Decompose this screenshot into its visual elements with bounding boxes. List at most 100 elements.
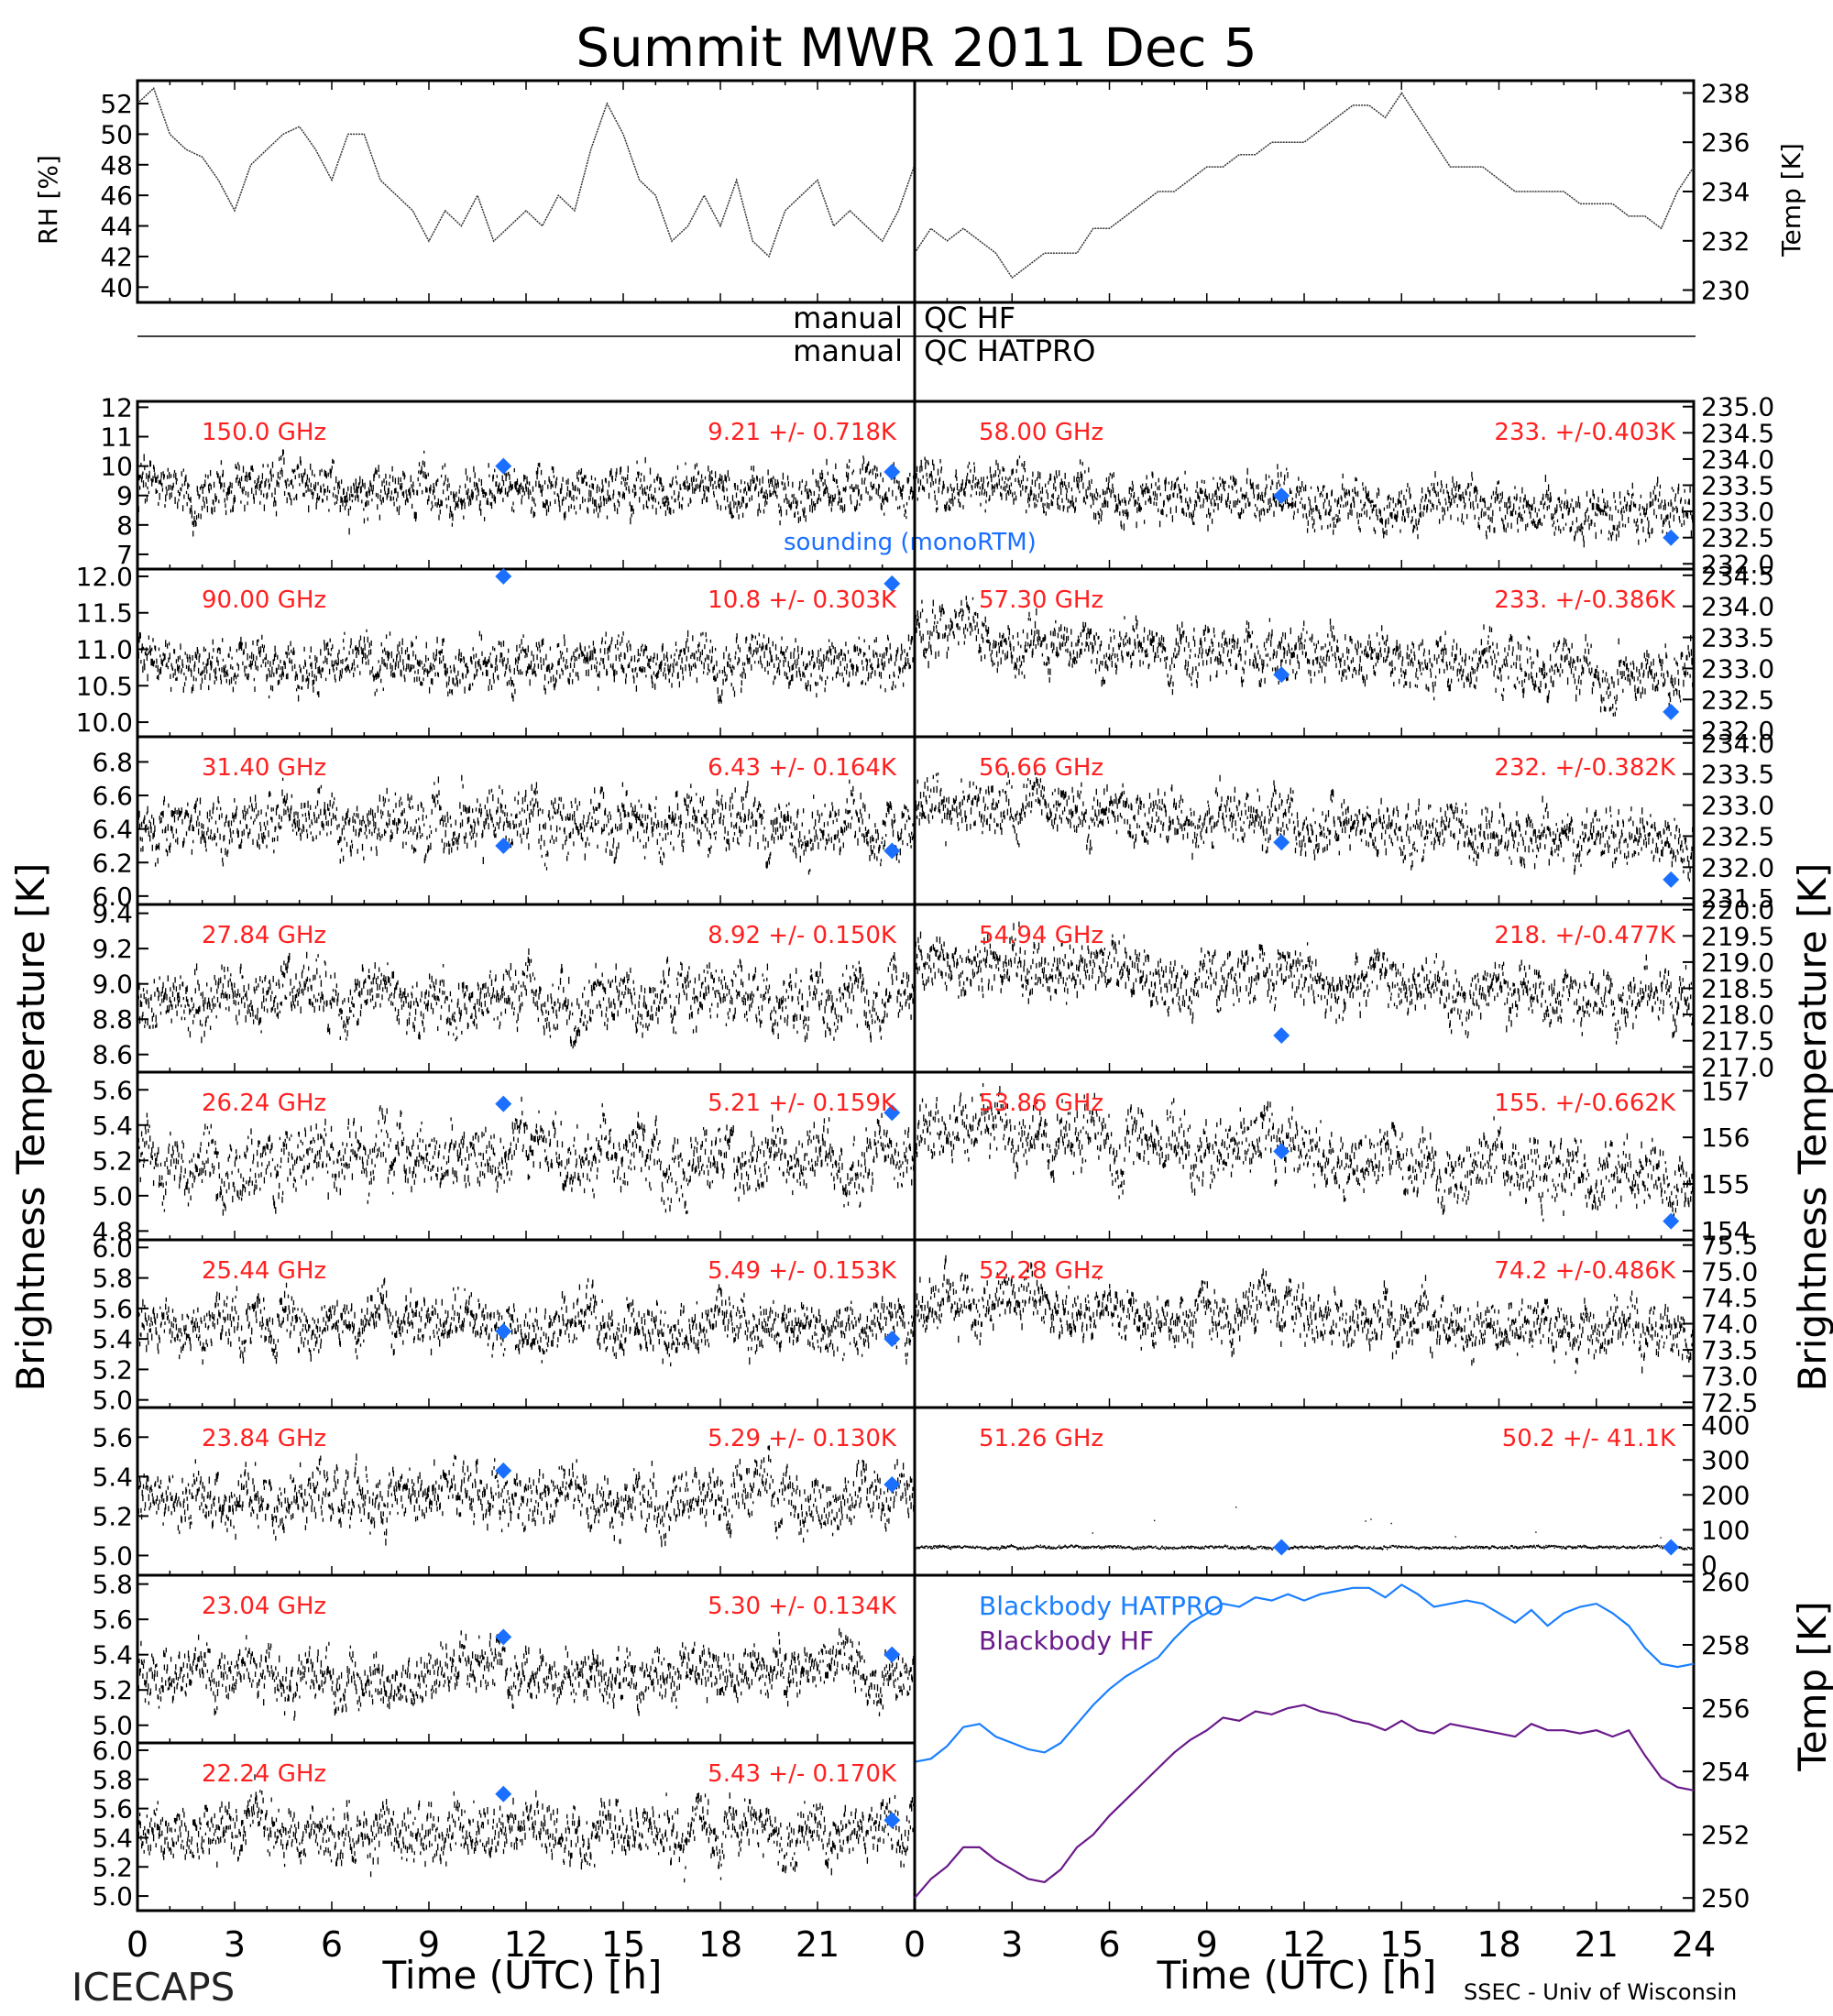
freq-label: 58.00 GHz [979,419,1103,446]
x-tick-label-right: 18 [1476,1924,1520,1965]
freq-label: 150.0 GHz [202,419,326,446]
y-tick-label: 258 [1701,1630,1750,1660]
sounding-point [884,575,901,592]
sounding-point [884,1475,901,1493]
freq-label: 31.40 GHz [202,754,326,782]
sounding-point [495,567,512,585]
c5666-series [914,767,1695,882]
x-tick-label-left: 21 [796,1924,840,1965]
y-tick-label: 234 [1701,177,1750,207]
y-tick-label: 231.5 [1701,883,1774,914]
y-tick-label: 52 [100,89,133,119]
y-tick-label: 5.0 [92,1540,133,1571]
panel-frame [136,79,916,304]
c2304-series [137,1627,916,1721]
stat-label: 5.29 +/- 0.130K [708,1425,897,1452]
c2384-panel: 23.84 GHz 5.29 +/- 0.130K 5.0 5.2 5.4 5.6 [92,1406,916,1577]
y-tick-label: 11.0 [76,635,133,665]
c2544-panel: 25.44 GHz 5.49 +/- 0.153K 5.05.25.45.65.86… [92,1233,916,1416]
y-tick-label: 5.2 [92,1354,133,1385]
c90-panel: 90.00 GHz 10.8 +/- 0.303K 10.0 10.5 11.0 11.5… [76,562,916,739]
c2304-panel: 23.04 GHz 5.30 +/- 0.134K 5.0 5.2 5.4 5.6 5.8 [92,1570,916,1745]
sounding-point [884,842,901,860]
y-tick-label: 256 [1701,1693,1750,1724]
y-tick-label: 232.5 [1701,523,1774,553]
c90-series [137,629,916,704]
y-tick-label: 7 [116,540,133,570]
flag-hatpro-prefix: manual [793,334,903,368]
y-tick-label: 12 [100,392,133,422]
y-tick-label: 232.0 [1701,852,1774,882]
y-tick-label: 74.0 [1701,1309,1758,1340]
y-tick-label: 233.5 [1701,471,1774,501]
y-tick-label: 154 [1701,1216,1750,1246]
c5228-panel: 52.28 GHz 74.2 +/-0.486K72.573.073.574.07… [913,1231,1758,1418]
legend-bb-hatpro: Blackbody HATPRO [979,1591,1224,1621]
sounding-point [884,1812,901,1829]
y-tick-label: 234.5 [1701,561,1774,591]
sounding-point [884,1646,901,1663]
y-tick-label: 4.8 [92,1216,133,1246]
stat-label: 5.43 +/- 0.170K [708,1760,897,1788]
y-tick-label: 250 [1701,1883,1750,1913]
y-tick-label: 10 [100,452,133,482]
stat-label: 8.92 +/- 0.150K [708,922,897,949]
x-tick-label-right: 0 [904,1924,926,1965]
sounding-point [1663,1539,1680,1556]
freq-label: 27.84 GHz [202,922,326,949]
y-tick-label: 300 [1701,1445,1750,1475]
sounding-point [495,1322,512,1340]
y-tick-label: 42 [100,242,133,272]
y-tick-label: 232.5 [1701,821,1774,851]
y-tick-label: 12.0 [76,562,133,592]
stat-label: 218. +/-0.477K [1494,922,1676,949]
y-tick-label: 238 [1701,78,1750,108]
freq-label: 53.86 GHz [979,1090,1103,1117]
sounding-point [1663,1212,1680,1230]
y-tick-label: 9 [116,481,133,511]
y-tick-label: 6.2 [92,848,133,878]
y-tick-label: 6.0 [92,882,133,912]
y-tick-label: 234.5 [1701,418,1774,448]
c2624-series [137,1096,916,1216]
y-tick-label: 9.0 [92,970,133,1000]
y-tick-label: 5.2 [92,1852,133,1882]
freq-label: 23.04 GHz [202,1593,326,1620]
sounding-point [495,457,512,475]
rh-axis-label: RH [%] [33,155,63,245]
flag-hatpro-suffix: QC HATPRO [924,334,1095,368]
y-tick-label: 218.5 [1701,974,1774,1004]
sounding-point [884,1331,901,1348]
y-tick-label: 100 [1701,1515,1750,1545]
y-tick-label: 5.6 [92,1605,133,1635]
y-tick-label: 10.5 [76,671,133,701]
c150-series [137,449,916,537]
y-tick-label: 8.8 [92,1004,133,1035]
y-tick-label: 10.0 [76,707,133,738]
y-tick-label: 5.0 [92,1181,133,1211]
y-tick-label: 5.4 [92,1111,133,1141]
y-tick-label: 254 [1701,1757,1750,1787]
c2224-series [137,1774,916,1883]
c2384-series [137,1445,916,1548]
x-tick-label-left: 6 [321,1924,343,1965]
c2784-series [137,948,916,1049]
stat-label: 74.2 +/-0.486K [1494,1257,1676,1285]
freq-label: 57.30 GHz [979,586,1103,614]
y-tick-label: 233.5 [1701,760,1774,790]
y-tick-label: 235.0 [1701,392,1774,422]
y-tick-label: 5.6 [92,1422,133,1452]
y-tick-label: 73.0 [1701,1362,1758,1392]
y-tick-label: 234.0 [1701,444,1774,475]
y-tick-label: 232 [1701,226,1750,257]
x-tick-label-left: 3 [224,1924,246,1965]
x-tick-label-left: 9 [418,1924,440,1965]
legend-sounding: sounding (monoRTM) [784,529,1037,556]
c3140-panel: 31.40 GHz 6.43 +/- 0.164K 6.0 6.26.4 6.6 6.8 [92,735,916,912]
y-tick-label: 232.0 [1701,716,1774,746]
c5800-panel: 58.00 GHz 233. +/-0.403K232.0232.5233.023… [913,392,1774,579]
y-tick-label: 230 [1701,276,1750,306]
freq-label: 26.24 GHz [202,1090,326,1117]
